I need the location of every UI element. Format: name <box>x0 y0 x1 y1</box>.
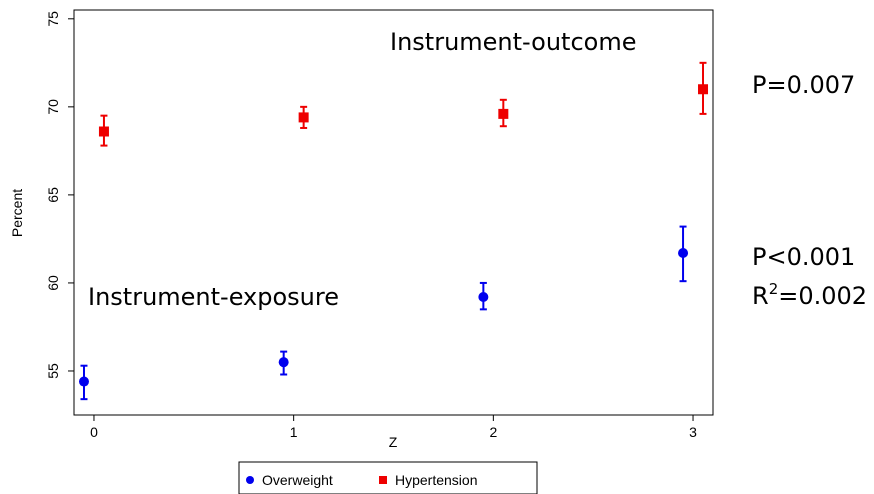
y-tick-label: 65 <box>45 187 61 203</box>
legend-box <box>238 461 538 494</box>
x-axis: 0 1 2 3 <box>90 415 697 440</box>
data-point <box>98 126 109 137</box>
x-tick-label: 0 <box>90 424 98 440</box>
series-hypertension <box>98 61 709 147</box>
x-tick-label: 2 <box>489 424 497 440</box>
r-squared-value: =0.002 <box>778 282 867 310</box>
data-point <box>298 112 309 123</box>
x-axis-title: Z <box>389 434 398 450</box>
r-squared: R2=0.002 <box>752 280 867 310</box>
legend-label: Overweight <box>262 472 333 488</box>
instrument-exposure-label: Instrument-exposure <box>88 283 339 311</box>
p-value-outcome: P=0.007 <box>752 71 855 99</box>
instrument-outcome-label: Instrument-outcome <box>390 28 636 56</box>
legend: Overweight Hypertension <box>238 461 538 494</box>
p-value-exposure: P<0.001 <box>752 243 855 271</box>
y-tick-label: 70 <box>45 99 61 115</box>
y-tick-label: 75 <box>45 11 61 27</box>
x-tick-label: 3 <box>689 424 697 440</box>
series-overweight <box>78 225 689 401</box>
y-tick-label: 55 <box>45 363 61 379</box>
data-point <box>278 357 289 368</box>
x-tick-label: 1 <box>290 424 298 440</box>
data-point <box>698 84 709 95</box>
legend-marker <box>379 476 387 484</box>
legend-label: Hypertension <box>395 472 478 488</box>
y-axis: 55 60 65 70 75 <box>45 11 74 379</box>
legend-marker <box>246 476 254 484</box>
r-squared-prefix: R <box>752 282 769 310</box>
legend-items: Overweight Hypertension <box>246 472 478 488</box>
y-tick-label: 60 <box>45 275 61 291</box>
data-point <box>678 248 689 258</box>
series-layer <box>78 61 709 401</box>
data-point <box>78 376 89 387</box>
y-axis-title: Percent <box>9 189 25 237</box>
r-squared-superscript: 2 <box>769 280 779 298</box>
plot-frame <box>73 9 714 416</box>
data-point <box>478 292 489 303</box>
data-point <box>498 108 509 119</box>
